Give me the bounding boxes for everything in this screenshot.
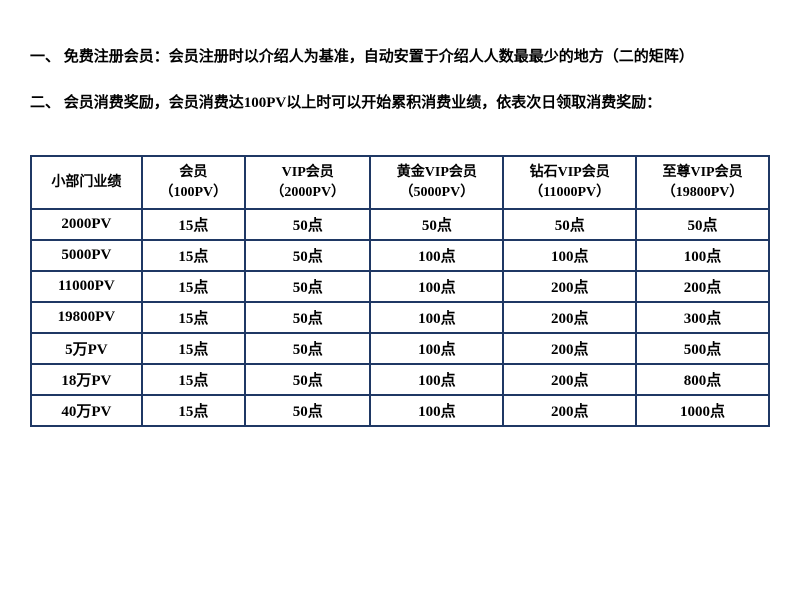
cell: 200点	[503, 395, 636, 426]
cell: 100点	[370, 271, 503, 302]
cell: 1000点	[636, 395, 769, 426]
cell: 50点	[370, 209, 503, 240]
table-row: 18万PV 15点 50点 100点 200点 800点	[31, 364, 769, 395]
row-label: 5万PV	[31, 333, 142, 364]
col-header-label: 至尊VIP会员	[662, 165, 742, 180]
col-header-sub: （100PV）	[160, 185, 228, 200]
table-row: 2000PV 15点 50点 50点 50点 50点	[31, 209, 769, 240]
col-header-label: 黄金VIP会员	[397, 165, 477, 180]
col-header-dept: 小部门业绩	[31, 156, 142, 209]
cell: 15点	[142, 209, 245, 240]
cell: 50点	[245, 271, 370, 302]
cell: 15点	[142, 302, 245, 333]
col-header-vip: VIP会员 （2000PV）	[245, 156, 370, 209]
cell: 50点	[245, 333, 370, 364]
cell: 100点	[370, 240, 503, 271]
page-container: 一、 免费注册会员：会员注册时以介绍人为基准，自动安置于介绍人人数最最少的地方（…	[0, 0, 800, 457]
table-row: 11000PV 15点 50点 100点 200点 200点	[31, 271, 769, 302]
cell: 100点	[370, 364, 503, 395]
table-header-row: 小部门业绩 会员 （100PV） VIP会员 （2000PV） 黄金VIP会员 …	[31, 156, 769, 209]
cell: 300点	[636, 302, 769, 333]
col-header-sub: （19800PV）	[662, 185, 744, 200]
cell: 15点	[142, 364, 245, 395]
cell: 200点	[503, 333, 636, 364]
cell: 15点	[142, 395, 245, 426]
paragraph-2: 二、 会员消费奖励，会员消费达100PV以上时可以开始累积消费业绩，依表次日领取…	[30, 91, 770, 115]
cell: 200点	[636, 271, 769, 302]
col-header-diamond-vip: 钻石VIP会员 （11000PV）	[503, 156, 636, 209]
cell: 50点	[245, 209, 370, 240]
cell: 50点	[245, 395, 370, 426]
cell: 50点	[503, 209, 636, 240]
paragraph-1: 一、 免费注册会员：会员注册时以介绍人为基准，自动安置于介绍人人数最最少的地方（…	[30, 45, 770, 69]
col-header-label: 会员	[179, 165, 207, 180]
cell: 100点	[370, 395, 503, 426]
cell: 200点	[503, 271, 636, 302]
cell: 800点	[636, 364, 769, 395]
col-header-supreme-vip: 至尊VIP会员 （19800PV）	[636, 156, 769, 209]
row-label: 18万PV	[31, 364, 142, 395]
table-row: 5万PV 15点 50点 100点 200点 500点	[31, 333, 769, 364]
row-label: 2000PV	[31, 209, 142, 240]
cell: 50点	[245, 302, 370, 333]
row-label: 40万PV	[31, 395, 142, 426]
table-body: 2000PV 15点 50点 50点 50点 50点 5000PV 15点 50…	[31, 209, 769, 426]
cell: 50点	[245, 240, 370, 271]
cell: 50点	[636, 209, 769, 240]
col-header-gold-vip: 黄金VIP会员 （5000PV）	[370, 156, 503, 209]
cell: 500点	[636, 333, 769, 364]
cell: 100点	[636, 240, 769, 271]
cell: 50点	[245, 364, 370, 395]
row-label: 19800PV	[31, 302, 142, 333]
col-header-label: VIP会员	[282, 165, 334, 180]
cell: 100点	[503, 240, 636, 271]
table-row: 19800PV 15点 50点 100点 200点 300点	[31, 302, 769, 333]
cell: 100点	[370, 302, 503, 333]
rewards-table: 小部门业绩 会员 （100PV） VIP会员 （2000PV） 黄金VIP会员 …	[30, 155, 770, 427]
rewards-table-wrap: 小部门业绩 会员 （100PV） VIP会员 （2000PV） 黄金VIP会员 …	[30, 155, 770, 427]
cell: 15点	[142, 333, 245, 364]
col-header-member: 会员 （100PV）	[142, 156, 245, 209]
cell: 200点	[503, 364, 636, 395]
col-header-sub: （2000PV）	[270, 185, 345, 200]
col-header-sub: （11000PV）	[529, 185, 610, 200]
row-label: 11000PV	[31, 271, 142, 302]
cell: 100点	[370, 333, 503, 364]
cell: 15点	[142, 271, 245, 302]
row-label: 5000PV	[31, 240, 142, 271]
cell: 15点	[142, 240, 245, 271]
table-row: 40万PV 15点 50点 100点 200点 1000点	[31, 395, 769, 426]
table-row: 5000PV 15点 50点 100点 100点 100点	[31, 240, 769, 271]
col-header-label: 小部门业绩	[51, 175, 121, 190]
col-header-sub: （5000PV）	[400, 185, 475, 200]
cell: 200点	[503, 302, 636, 333]
col-header-label: 钻石VIP会员	[530, 165, 610, 180]
